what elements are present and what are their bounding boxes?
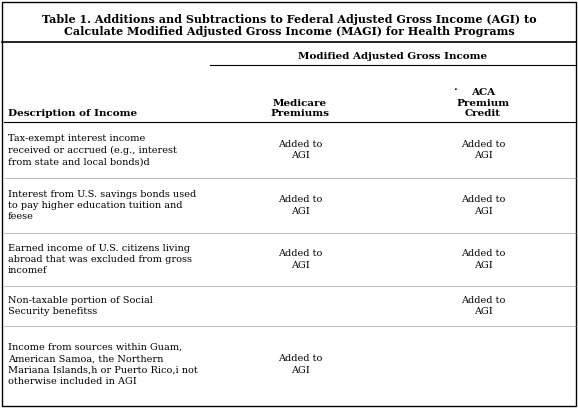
Text: Non-taxable portion of Social
Security benefitss: Non-taxable portion of Social Security b… bbox=[8, 296, 153, 316]
Text: Added to
AGI: Added to AGI bbox=[278, 249, 322, 270]
Text: ·: · bbox=[453, 85, 457, 94]
Text: Added to
AGI: Added to AGI bbox=[278, 140, 322, 160]
Text: Calculate Modified Adjusted Gross Income (MAGI) for Health Programs: Calculate Modified Adjusted Gross Income… bbox=[64, 26, 514, 37]
Text: Tax-exempt interest income
received or accrued (e.g., interest
from state and lo: Tax-exempt interest income received or a… bbox=[8, 134, 177, 166]
Text: ACA
Premium
Credit: ACA Premium Credit bbox=[457, 88, 510, 118]
Text: Added to
AGI: Added to AGI bbox=[278, 195, 322, 216]
Text: Added to
AGI: Added to AGI bbox=[461, 249, 505, 270]
Text: Description of Income: Description of Income bbox=[8, 109, 137, 118]
Text: Added to
AGI: Added to AGI bbox=[461, 296, 505, 316]
Text: Medicare
Premiums: Medicare Premiums bbox=[271, 99, 329, 118]
Text: Added to
AGI: Added to AGI bbox=[461, 195, 505, 216]
Text: Table 1. Additions and Subtractions to Federal Adjusted Gross Income (AGI) to: Table 1. Additions and Subtractions to F… bbox=[42, 14, 536, 25]
Text: Income from sources within Guam,
American Samoa, the Northern
Mariana Islands,h : Income from sources within Guam, America… bbox=[8, 343, 198, 386]
Text: Added to
AGI: Added to AGI bbox=[461, 140, 505, 160]
Text: Earned income of U.S. citizens living
abroad that was excluded from gross
income: Earned income of U.S. citizens living ab… bbox=[8, 244, 192, 275]
Text: Modified Adjusted Gross Income: Modified Adjusted Gross Income bbox=[298, 52, 488, 61]
Text: Interest from U.S. savings bonds used
to pay higher education tuition and
feese: Interest from U.S. savings bonds used to… bbox=[8, 190, 197, 222]
Text: Added to
AGI: Added to AGI bbox=[278, 354, 322, 375]
